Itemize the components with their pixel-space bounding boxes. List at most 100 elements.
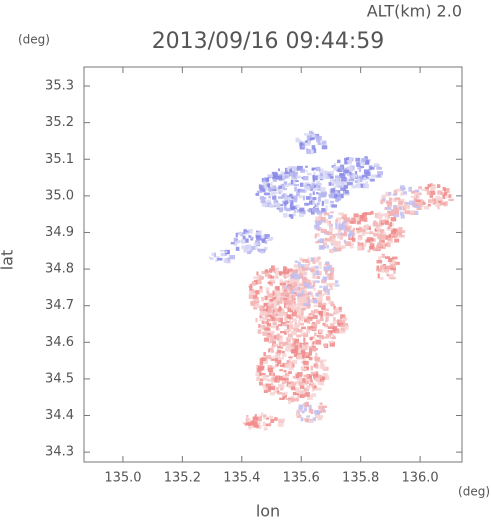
echo-cell (264, 188, 270, 191)
echo-cell (386, 266, 392, 269)
echo-cell (357, 177, 363, 183)
echo-cell (319, 172, 324, 177)
echo-cell (278, 293, 282, 298)
echo-cell (258, 230, 262, 234)
echo-cell (226, 250, 230, 255)
echo-cell (413, 210, 419, 215)
echo-cell (288, 358, 292, 361)
echo-cell (326, 173, 332, 177)
echo-cell (379, 229, 385, 232)
echo-cell (323, 292, 329, 295)
echo-cell (293, 212, 296, 217)
echo-cell (321, 192, 327, 198)
echo-cell (318, 374, 322, 379)
echo-cell (229, 255, 235, 260)
echo-cell (266, 321, 269, 325)
echo-cell (293, 327, 299, 332)
echo-cell (323, 302, 327, 306)
echo-cell (291, 180, 294, 185)
echo-cell (278, 317, 283, 323)
echo-cell (356, 162, 361, 167)
echo-cell (338, 223, 343, 229)
echo-cell (380, 199, 383, 205)
echo-cell (248, 426, 252, 430)
echo-cell (306, 172, 312, 176)
echo-cell (244, 238, 249, 243)
echo-cell (286, 168, 289, 171)
echo-cell (287, 333, 293, 338)
echo-cell (233, 237, 237, 242)
echo-cell (268, 279, 275, 282)
echo-cell (400, 214, 405, 219)
echo-cell (350, 230, 355, 234)
echo-cell (248, 294, 254, 299)
echo-cell (359, 160, 364, 166)
echo-cell (343, 184, 349, 189)
echo-cell (303, 360, 309, 366)
echo-cell (281, 194, 286, 199)
echo-cell (317, 290, 322, 295)
echo-cell (281, 353, 287, 357)
echo-cell (283, 201, 289, 204)
echo-cell (302, 359, 307, 362)
echo-cell (274, 380, 280, 383)
echo-cell (363, 176, 366, 181)
echo-cell (320, 216, 326, 221)
echo-cell (267, 365, 273, 370)
echo-cell (381, 253, 385, 258)
echo-cell (242, 235, 246, 240)
echo-cell (278, 359, 282, 364)
echo-cell (261, 271, 266, 275)
echo-cell (269, 275, 275, 279)
echo-cell (311, 323, 317, 326)
echo-cell (269, 268, 276, 272)
echo-cell (252, 416, 259, 421)
echo-cell (259, 286, 263, 291)
echo-cell (253, 276, 260, 280)
x-tick-label: 135.2 (164, 471, 201, 486)
echo-cell (259, 358, 264, 363)
echo-cell (333, 247, 336, 251)
echo-cell (255, 193, 260, 196)
echo-cell (414, 192, 420, 196)
echo-cell (341, 217, 346, 220)
echo-cell (292, 303, 299, 308)
echo-cell (295, 375, 300, 379)
echo-cell (244, 247, 249, 252)
echo-cell (261, 178, 264, 183)
echo-cell (296, 191, 300, 197)
echo-cell (367, 249, 371, 253)
echo-cell (310, 257, 315, 262)
echo-cell (413, 196, 417, 201)
echo-cell (311, 336, 315, 339)
echo-cell (309, 375, 312, 380)
echo-cell (277, 300, 283, 304)
echo-cell (382, 219, 387, 225)
echo-cell (298, 381, 304, 386)
echo-cell (317, 188, 322, 191)
echo-cell (326, 245, 329, 249)
echo-cell (250, 236, 254, 239)
echo-cell (265, 269, 268, 273)
echo-cell (440, 202, 445, 206)
echo-cell (267, 273, 271, 279)
echo-cell (280, 386, 284, 391)
echo-cell (376, 260, 383, 264)
echo-cell (240, 232, 244, 237)
echo-cell (293, 338, 299, 344)
echo-cell (288, 329, 291, 332)
echo-cell (299, 182, 304, 187)
echo-cell (284, 329, 288, 333)
echo-cell (441, 192, 446, 196)
echo-cell (249, 285, 253, 291)
echo-cell (330, 336, 336, 339)
echo-cell (310, 382, 314, 385)
echo-cell (333, 309, 340, 315)
echo-cell (317, 197, 321, 202)
echo-cell (275, 273, 278, 279)
echo-cell (323, 285, 329, 290)
echo-cell (273, 192, 278, 195)
echo-cell (302, 417, 305, 421)
echo-cell (304, 133, 310, 136)
echo-cell (304, 294, 308, 298)
